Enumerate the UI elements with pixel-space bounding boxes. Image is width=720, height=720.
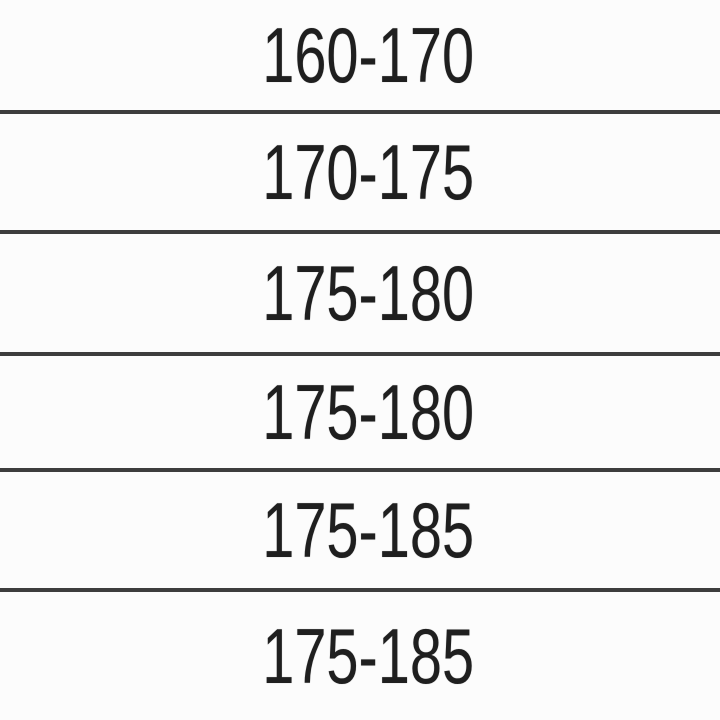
table-row: 175-180 <box>0 230 720 352</box>
table-row: 170-175 <box>0 110 720 230</box>
height-range-value: 160-170 <box>262 10 474 99</box>
table-row: 175-180 <box>0 352 720 468</box>
height-range-value: 175-185 <box>262 485 474 574</box>
table-row: 175-185 <box>0 468 720 588</box>
height-range-value: 175-185 <box>262 611 474 700</box>
height-range-value: 175-180 <box>262 367 474 456</box>
table-row: 160-170 <box>0 0 720 110</box>
height-range-value: 175-180 <box>262 248 474 337</box>
table-row: 175-185 <box>0 588 720 720</box>
height-range-value: 170-175 <box>262 127 474 216</box>
